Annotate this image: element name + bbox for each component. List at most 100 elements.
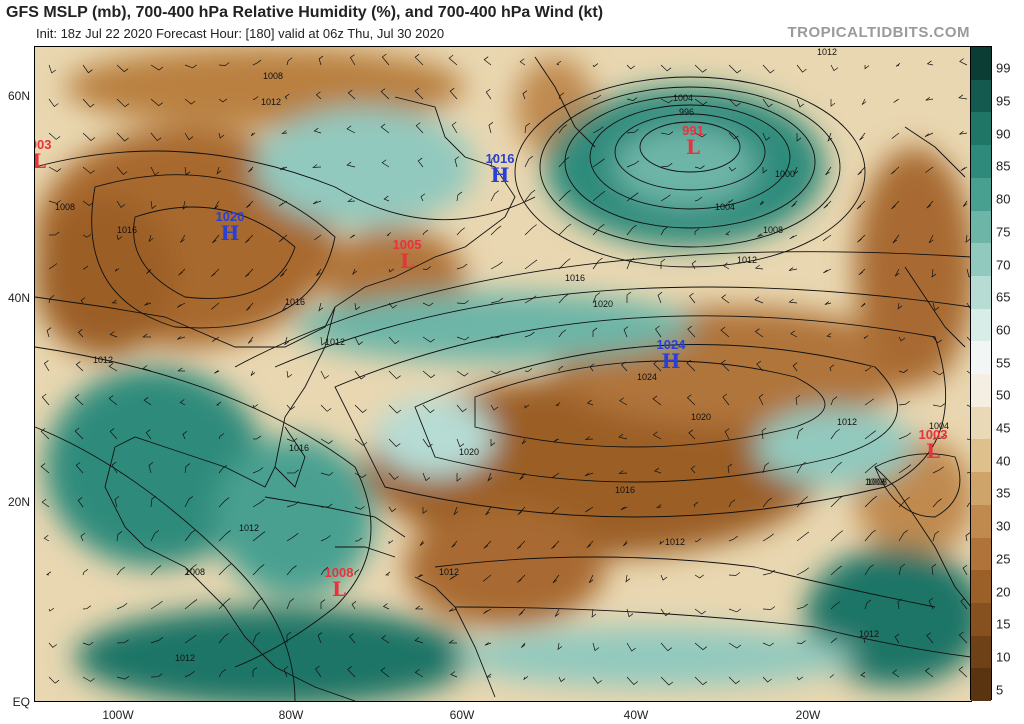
- wind-barb: [420, 193, 426, 202]
- wind-barb: [892, 669, 900, 678]
- wind-barb: [962, 200, 968, 207]
- wind-barb: [796, 676, 804, 681]
- wind-barb: [150, 132, 162, 142]
- wind-barb: [584, 436, 594, 440]
- wind-barb: [286, 57, 293, 66]
- wind-barb: [414, 637, 424, 644]
- wind-barb: [728, 572, 740, 576]
- colorbar-tick-label: 30: [996, 518, 1011, 534]
- wind-barb: [762, 462, 770, 474]
- wind-barb: [660, 258, 666, 270]
- wind-barb: [966, 268, 971, 278]
- wind-barb: [932, 466, 944, 474]
- isobar-label: 1008: [55, 202, 76, 212]
- wind-barb: [558, 189, 571, 202]
- low-value-label: 1003: [35, 137, 52, 152]
- wind-barb: [519, 58, 526, 66]
- longitude-label: 100W: [102, 708, 134, 722]
- wind-barb: [388, 404, 402, 414]
- wind-barb: [82, 641, 94, 646]
- wind-barb: [487, 472, 493, 482]
- wind-barb: [82, 605, 92, 610]
- wind-barbs: [40, 53, 971, 686]
- wind-barb: [522, 90, 528, 100]
- wind-barb: [895, 63, 901, 67]
- wind-barb: [415, 122, 424, 134]
- wind-barb: [347, 666, 356, 678]
- wind-barb: [524, 331, 535, 338]
- colorbar-segment: [971, 112, 991, 146]
- wind-barb: [754, 296, 764, 304]
- wind-barb: [966, 302, 971, 311]
- wind-barb: [625, 574, 631, 583]
- wind-barb: [388, 370, 401, 380]
- wind-barb: [858, 268, 866, 276]
- wind-barb: [621, 361, 628, 372]
- wind-barb: [280, 166, 288, 171]
- wind-barb: [48, 166, 62, 172]
- wind-barb: [524, 404, 530, 409]
- wind-barb: [490, 404, 499, 411]
- wind-barb: [349, 54, 356, 66]
- wind-barb: [592, 190, 606, 202]
- wind-barb: [653, 360, 662, 372]
- wind-barb: [830, 64, 839, 72]
- low-marker: L: [685, 135, 701, 159]
- wind-barb: [558, 156, 570, 168]
- wind-barb: [116, 639, 129, 644]
- colorbar-segment: [971, 537, 991, 571]
- wind-barb: [320, 567, 329, 576]
- wind-barb: [966, 471, 971, 474]
- wind-barb: [864, 398, 874, 406]
- wind-barb: [286, 469, 299, 474]
- wind-barb: [619, 397, 628, 406]
- isobar-label: 1012: [93, 355, 114, 365]
- wind-barb: [694, 538, 702, 542]
- wind-barb: [286, 501, 300, 508]
- wind-barb: [864, 366, 872, 372]
- wind-barb: [320, 535, 331, 542]
- wind-barb: [762, 533, 774, 542]
- wind-barb: [77, 329, 84, 338]
- wind-barb: [660, 194, 671, 202]
- isobar-label: 1008: [263, 71, 284, 81]
- wind-barb: [150, 166, 160, 176]
- wind-barb: [524, 122, 531, 134]
- isobar-label: 1004: [929, 421, 950, 431]
- wind-barb: [148, 462, 154, 474]
- wind-barb: [451, 540, 458, 548]
- wind-barb: [728, 166, 737, 172]
- wind-barb: [388, 506, 397, 513]
- wind-barb: [150, 200, 157, 210]
- site-brand[interactable]: TROPICALTIDBITS.COM: [787, 24, 970, 41]
- wind-barb: [857, 166, 866, 176]
- wind-barb: [762, 642, 774, 647]
- wind-barb: [689, 292, 696, 304]
- wind-barb: [822, 234, 832, 242]
- wind-barb: [693, 501, 699, 508]
- wind-barb: [891, 200, 900, 210]
- wind-barb: [354, 569, 360, 576]
- wind-barb: [214, 370, 220, 374]
- wind-barb: [958, 94, 968, 100]
- wind-barb: [46, 327, 52, 338]
- wind-barb: [422, 438, 433, 448]
- wind-barb: [788, 267, 798, 271]
- wind-barb: [184, 98, 196, 105]
- wind-barb: [694, 676, 708, 686]
- wind-barb: [388, 438, 401, 447]
- wind-barb: [116, 566, 126, 576]
- colorbar-segment: [971, 210, 991, 244]
- wind-barb: [728, 499, 736, 508]
- wind-barb: [82, 568, 89, 576]
- wind-barb: [448, 608, 458, 612]
- wind-barb: [728, 535, 738, 542]
- wind-barb: [762, 132, 771, 141]
- wind-barb: [453, 506, 459, 516]
- wind-barb: [483, 608, 492, 614]
- wind-barb: [320, 438, 333, 444]
- wind-barb: [728, 98, 741, 107]
- wind-barb: [894, 633, 900, 644]
- wind-barb: [148, 234, 154, 243]
- wind-barb: [722, 393, 730, 406]
